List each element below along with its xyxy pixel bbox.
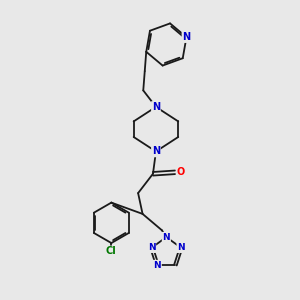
Text: O: O: [176, 167, 185, 177]
Text: N: N: [152, 146, 160, 157]
Text: N: N: [163, 232, 170, 242]
Text: N: N: [152, 102, 160, 112]
Text: N: N: [182, 32, 190, 42]
Text: N: N: [154, 260, 161, 269]
Text: Cl: Cl: [106, 246, 117, 256]
Text: N: N: [148, 243, 155, 252]
Text: N: N: [177, 243, 185, 252]
